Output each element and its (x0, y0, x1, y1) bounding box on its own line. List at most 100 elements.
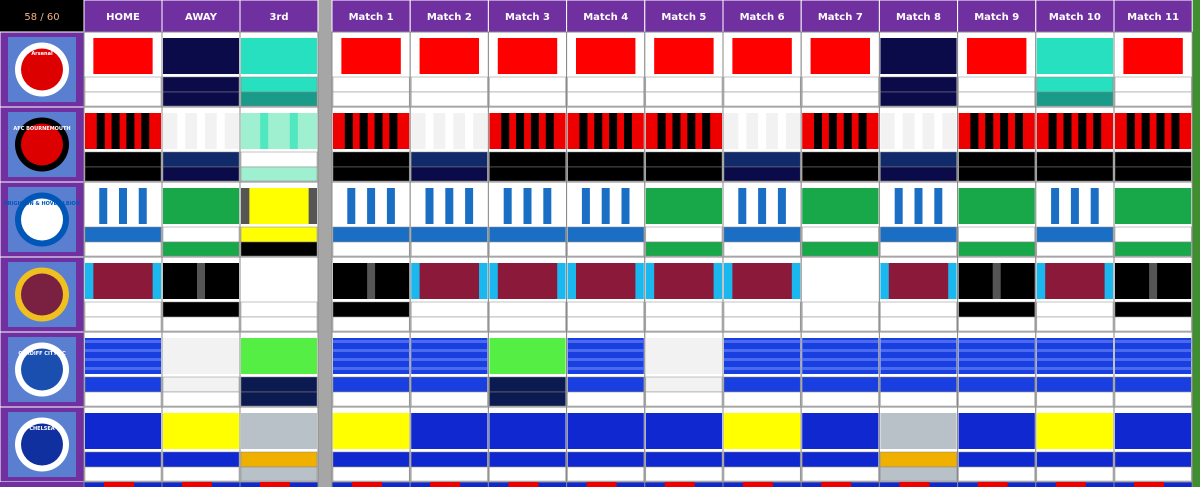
kit-hoop (567, 358, 644, 361)
kit-socks (410, 166, 488, 182)
kit-shirt (732, 38, 792, 74)
kit-shirt (341, 38, 401, 74)
kit-stripe (594, 113, 603, 149)
column-header: Match 8 (896, 12, 941, 23)
kit-shorts (489, 451, 566, 468)
kit-shorts (332, 451, 410, 468)
kit-stripe (1141, 113, 1150, 149)
kit-hoop (333, 340, 410, 343)
kit-hoop (411, 349, 488, 352)
kit-shorts (880, 376, 957, 393)
kit-hoop (958, 358, 1035, 361)
kit-shorts (162, 451, 240, 468)
kit-shorts (489, 151, 566, 168)
kit-shorts (240, 376, 318, 393)
kit-stripe (501, 113, 510, 149)
kit-stripe (516, 113, 525, 149)
kit-shirt (419, 263, 480, 299)
kit-stripe (425, 113, 434, 149)
kit-shirt (888, 413, 949, 449)
kit-shorts (723, 376, 801, 393)
kit-stripe (1000, 113, 1009, 149)
kit-shirt (654, 188, 714, 224)
kit-stripe (1156, 113, 1165, 149)
kit-shorts (240, 301, 318, 318)
kit-stripe (289, 113, 298, 149)
kit-shirt (497, 338, 558, 374)
kit-socks (645, 91, 723, 107)
kit-stripe (579, 113, 588, 149)
kit-shirt (966, 188, 1027, 224)
kit-shirt (654, 38, 714, 74)
badge-text: CARDIFF CITY FC (18, 351, 66, 357)
kit-shorts (958, 76, 1036, 93)
kit-socks (410, 466, 488, 482)
kit-shorts (567, 301, 645, 318)
kit-stripe (523, 188, 532, 224)
kit-hoop (958, 367, 1035, 370)
kit-hoop (880, 358, 957, 361)
kit-socks (567, 316, 645, 332)
kit-shorts (801, 451, 879, 468)
kit-stripe (1093, 113, 1102, 149)
kit-socks (880, 241, 957, 257)
kit-socks (645, 166, 723, 182)
kit-hoop (802, 340, 879, 343)
kit-shorts (1036, 76, 1114, 93)
kit-socks (645, 316, 723, 332)
kit-shirt (249, 188, 309, 224)
kit-shirt (654, 413, 714, 449)
kit-socks (1114, 91, 1192, 107)
kit-stripe (1171, 113, 1180, 149)
kit-socks (723, 166, 801, 182)
kit-shorts (880, 76, 957, 93)
kit-socks (84, 466, 162, 482)
kit-shorts (723, 301, 801, 318)
kit-shorts (1036, 226, 1114, 243)
kit-stripe (374, 113, 383, 149)
kit-shorts (567, 76, 645, 93)
kit-socks (645, 241, 723, 257)
kit-socks (958, 166, 1036, 182)
header-cell (1113, 0, 1193, 33)
kit-socks (1114, 391, 1192, 407)
kit-shirt (93, 38, 153, 74)
kit-stripe (743, 482, 773, 487)
kit-shirt (1045, 38, 1105, 74)
kit-stripe (601, 188, 610, 224)
kit-shirt (497, 263, 558, 299)
kit-socks (240, 241, 318, 257)
kit-shorts (1114, 451, 1192, 468)
kit-shorts (567, 226, 645, 243)
kit-socks (723, 91, 801, 107)
kit-shorts (410, 451, 488, 468)
kit-shirt (171, 413, 231, 449)
divider (318, 0, 332, 487)
kit-stripe (430, 482, 461, 487)
kit-stripe (359, 113, 368, 149)
kit-stripe (197, 113, 205, 149)
kit-socks (240, 466, 318, 482)
kit-hoop (1036, 349, 1113, 352)
column-header: Match 9 (974, 12, 1019, 23)
kit-stripe (758, 113, 767, 149)
kit-stripe (985, 113, 994, 149)
kit-hoop (958, 340, 1035, 343)
kit-shirt (93, 413, 153, 449)
kit-shorts (1036, 151, 1114, 168)
header-cell (409, 0, 489, 33)
kit-stripe (858, 113, 867, 149)
kit-shirt (93, 263, 153, 299)
kit-hoop (1115, 358, 1192, 361)
kit-shirt (497, 413, 558, 449)
kit-stripe (1014, 113, 1023, 149)
kit-shorts (162, 226, 240, 243)
kit-stripe (99, 188, 108, 224)
column-header: Match 5 (661, 12, 706, 23)
badge-inner (21, 348, 63, 391)
column-header: Match 10 (1049, 12, 1101, 23)
kit-shirt (575, 263, 636, 299)
kit-hoop (1036, 358, 1113, 361)
kit-shirt (654, 263, 714, 299)
kit-shorts (645, 76, 723, 93)
